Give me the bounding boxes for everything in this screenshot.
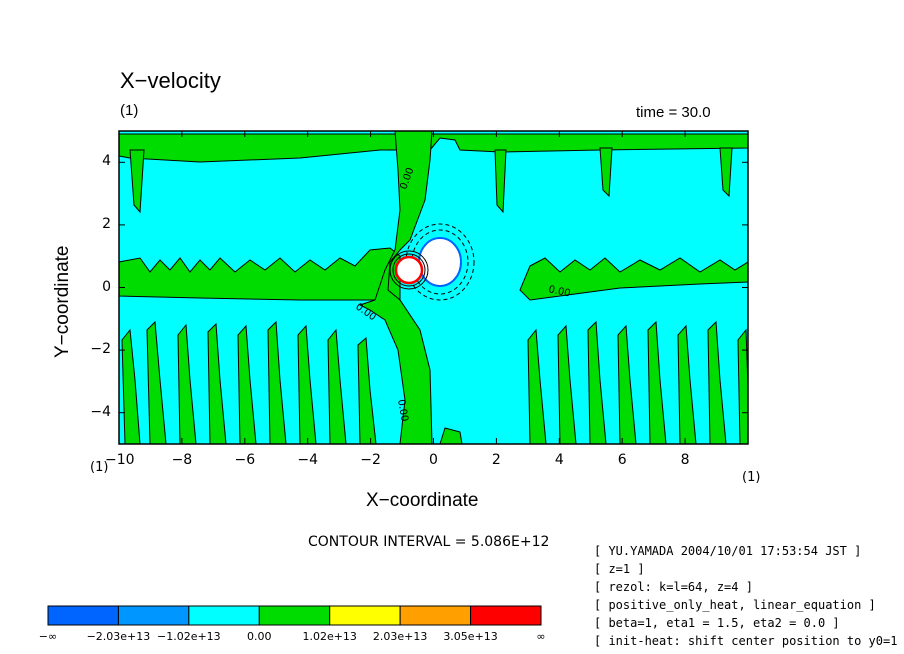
y-axis-label: Y−coordinate <box>52 245 73 359</box>
y-tick-label: 0 <box>102 278 111 295</box>
axis-ticks <box>118 131 748 444</box>
y-tick-label: −4 <box>90 403 111 420</box>
colorbar-label: 3.05e+13 <box>443 630 498 643</box>
x-tick-label: 6 <box>617 452 627 468</box>
colorbar-segment <box>470 605 542 626</box>
colorbar-segment <box>329 605 401 626</box>
x-tick-label: 8 <box>680 452 690 468</box>
info-line: [ positive_only_heat, linear_equation ] <box>594 598 876 612</box>
info-line: [ beta=1, eta1 = 1.5, eta2 = 0.0 ] <box>594 616 840 630</box>
colorbar-label: −∞ <box>38 630 58 643</box>
colorbar-segment <box>188 605 260 626</box>
lower-fingers <box>121 320 748 444</box>
time-label: time = 30.0 <box>636 104 711 121</box>
positive-core <box>394 255 424 285</box>
info-line: [ YU.YAMADA 2004/10/01 17:53:54 JST ] <box>594 544 862 558</box>
x-tick-label: −10 <box>105 452 135 468</box>
info-line: [ z=1 ] <box>594 562 645 576</box>
colorbar-segment <box>399 605 472 626</box>
x-tick-label: −4 <box>297 452 318 468</box>
upper-fingers <box>129 147 733 214</box>
colorbar <box>47 605 542 626</box>
colorbar-segment <box>117 605 190 626</box>
info-line: [ init-heat: shift center position to y0… <box>594 634 904 648</box>
contour-label: 0.00 <box>395 399 410 423</box>
colorbar-label: 2.03e+13 <box>372 630 428 643</box>
y-tick-label: 4 <box>102 153 111 170</box>
x-tick-label: 4 <box>554 452 564 468</box>
x-tick-label: 0 <box>429 452 438 468</box>
contour-label: 0.00 <box>547 284 571 299</box>
info-block: [ YU.YAMADA 2004/10/01 17:53:54 JST ] [ … <box>594 542 904 650</box>
colorbar-label: ∞ <box>536 630 546 643</box>
colorbar-label: 0.00 <box>247 630 272 643</box>
x-tick-label: −2 <box>360 452 381 468</box>
colorbar-label: 1.02e+13 <box>302 630 357 643</box>
chart-title: X−velocity <box>120 68 221 93</box>
right-wake-band <box>519 257 748 301</box>
colorbar-label: −1.02e+13 <box>156 630 221 643</box>
x-unit-right: (1) <box>742 470 761 485</box>
y-tick-label: −2 <box>90 341 111 358</box>
x-tick-label: −6 <box>234 452 256 468</box>
vertical-positive-band <box>358 131 433 444</box>
solid-contour <box>392 253 426 287</box>
x-axis-label: X−coordinate <box>366 490 479 511</box>
colorbar-segment <box>258 605 331 626</box>
y-tick-label: 2 <box>102 215 111 232</box>
subtitle-left: (1) <box>120 102 139 119</box>
colorbar-label: −2.03e+13 <box>86 630 151 643</box>
x-unit-left: (1) <box>90 460 109 475</box>
x-tick-label: −8 <box>171 452 193 468</box>
x-tick-label: 2 <box>491 452 501 468</box>
contour-interval: CONTOUR INTERVAL = 5.086E+12 <box>308 534 550 550</box>
colorbar-segment <box>47 605 119 626</box>
upper-positive-band <box>119 133 748 163</box>
info-line: [ rezol: k=l=64, z=4 ] <box>594 580 753 594</box>
solid-contour <box>389 250 429 290</box>
contour-field <box>119 131 748 444</box>
